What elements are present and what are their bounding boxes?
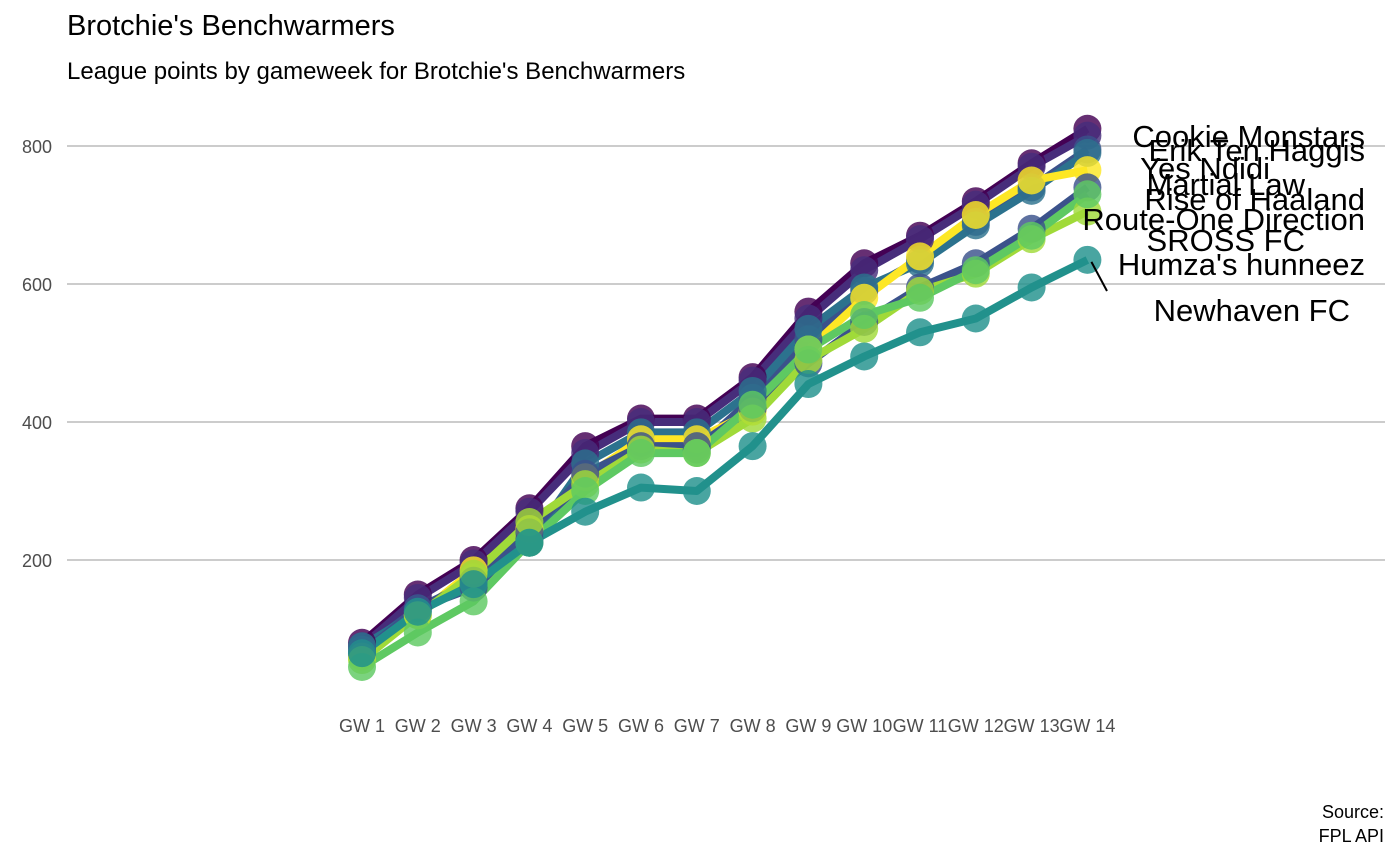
caption-icon	[1319, 776, 1384, 800]
data-point	[1017, 166, 1046, 195]
x-tick-label: GW 2	[395, 716, 441, 736]
caption-line-source: Source:	[1321, 802, 1384, 822]
data-point	[961, 201, 990, 229]
data-point	[906, 242, 934, 271]
x-tick-label: GW 6	[618, 716, 664, 736]
x-tick-label: GW 14	[1059, 716, 1115, 736]
x-tick-label: GW 12	[948, 716, 1004, 736]
y-tick-label: 400	[22, 413, 52, 433]
x-tick-label: GW 1	[339, 716, 385, 736]
data-point	[627, 439, 655, 468]
series-end-label: Erik Ten Haggis	[1148, 133, 1365, 168]
series-end-label: SROSS FC	[1147, 223, 1305, 258]
y-tick-label: 600	[22, 275, 52, 295]
data-point	[571, 477, 600, 505]
data-point	[961, 256, 990, 285]
data-point	[1017, 221, 1046, 250]
series-points	[348, 114, 1102, 681]
data-point	[515, 508, 544, 537]
data-point	[794, 370, 823, 399]
y-axis-ticks: 200 400 600 800	[22, 137, 52, 571]
data-point	[850, 342, 879, 371]
caption-line-api: FPL API	[1318, 826, 1384, 846]
series-end-label: Martial Law	[1147, 167, 1306, 202]
series-end-label: Route-One Direction	[1082, 202, 1365, 237]
x-tick-label: GW 4	[506, 716, 552, 736]
x-tick-label: GW 11	[893, 716, 948, 736]
data-point	[906, 283, 934, 312]
data-point	[961, 304, 990, 333]
x-tick-label: GW 13	[1004, 716, 1060, 736]
data-point	[850, 301, 879, 330]
data-point	[1073, 245, 1102, 274]
x-tick-label: GW 5	[562, 716, 608, 736]
data-point	[348, 639, 376, 668]
data-point	[1017, 273, 1046, 302]
series-end-label: Humza's hunneez	[1118, 247, 1365, 282]
data-point	[459, 570, 488, 599]
x-tick-label: GW 10	[836, 716, 892, 736]
chart-subtitle: League points by gameweek for Brotchie's…	[67, 58, 686, 85]
data-point	[738, 390, 767, 419]
label-leader-line	[1090, 261, 1108, 292]
data-point	[627, 473, 655, 502]
data-point	[1073, 180, 1102, 209]
series-end-label: Cookie Monstars	[1132, 119, 1365, 154]
data-point	[906, 318, 934, 347]
x-tick-label: GW 3	[451, 716, 497, 736]
data-point	[403, 618, 432, 647]
gridlines	[67, 145, 1385, 561]
data-point	[682, 439, 711, 468]
series-end-label: Newhaven FC	[1154, 293, 1350, 328]
data-point	[403, 597, 432, 626]
series-end-label: Rise of Haaland	[1144, 182, 1365, 217]
data-point	[515, 528, 544, 557]
series-end-label: Yes Ndidi	[1140, 151, 1270, 186]
data-point	[794, 314, 823, 343]
x-axis-ticks: GW 1 GW 2 GW 3 GW 4 GW 5 GW 6 GW 7 GW 8 GW 9 GW 1…	[339, 716, 1115, 736]
chart-caption: Source: FPL API	[1319, 776, 1384, 848]
x-tick-label: GW 9	[785, 716, 831, 736]
data-point	[682, 477, 711, 505]
data-point	[738, 432, 767, 461]
y-tick-label: 200	[22, 551, 52, 571]
x-tick-label: GW 8	[730, 716, 776, 736]
data-point	[571, 497, 600, 526]
chart-title: Brotchie's Benchwarmers	[67, 10, 395, 42]
x-tick-label: GW 7	[674, 716, 720, 736]
y-tick-label: 800	[22, 137, 52, 157]
data-point	[794, 335, 823, 364]
